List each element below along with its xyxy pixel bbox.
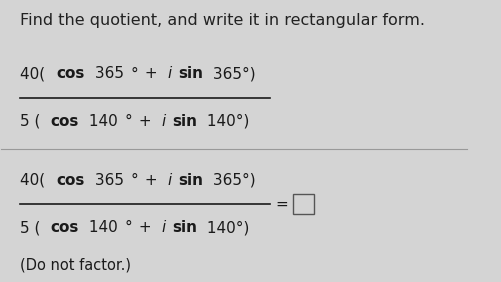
Text: cos: cos	[50, 220, 79, 235]
Text: i: i	[167, 173, 171, 188]
Text: 5 (: 5 (	[20, 114, 45, 129]
Text: sin: sin	[172, 114, 197, 129]
Text: i: i	[161, 114, 165, 129]
Text: i: i	[161, 220, 165, 235]
Text: 140: 140	[84, 220, 118, 235]
Text: 365°): 365°)	[208, 173, 256, 188]
Text: (Do not factor.): (Do not factor.)	[20, 257, 131, 272]
Text: +: +	[140, 173, 163, 188]
Text: 5 (: 5 (	[20, 220, 45, 235]
Text: 365: 365	[90, 173, 124, 188]
Text: sin: sin	[178, 67, 203, 81]
FancyBboxPatch shape	[293, 194, 314, 213]
Text: Find the quotient, and write it in rectangular form.: Find the quotient, and write it in recta…	[20, 13, 425, 28]
Text: +: +	[140, 67, 163, 81]
Text: sin: sin	[172, 220, 197, 235]
Text: °: °	[125, 114, 133, 129]
Text: cos: cos	[50, 114, 79, 129]
Text: +: +	[134, 220, 157, 235]
Text: 140°): 140°)	[202, 114, 249, 129]
Text: cos: cos	[56, 173, 84, 188]
Text: 140: 140	[84, 114, 118, 129]
Text: 40(: 40(	[20, 173, 50, 188]
Text: =: =	[276, 196, 288, 211]
Text: i: i	[167, 67, 171, 81]
Text: 40(: 40(	[20, 67, 50, 81]
Text: 365°): 365°)	[208, 67, 256, 81]
Text: °: °	[131, 173, 139, 188]
Text: 365: 365	[90, 67, 124, 81]
Text: °: °	[131, 67, 139, 81]
Text: 140°): 140°)	[202, 220, 249, 235]
Text: cos: cos	[56, 67, 84, 81]
Text: °: °	[125, 220, 133, 235]
Text: +: +	[134, 114, 157, 129]
Text: sin: sin	[178, 173, 203, 188]
